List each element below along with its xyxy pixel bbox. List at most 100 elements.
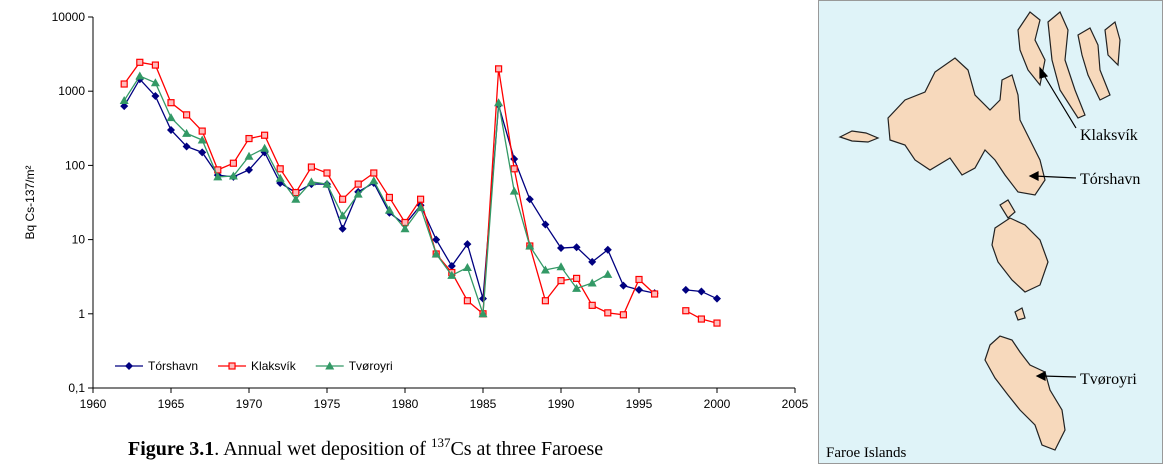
marker bbox=[151, 61, 159, 69]
marker bbox=[213, 172, 223, 181]
marker bbox=[510, 154, 519, 163]
marker bbox=[150, 78, 160, 87]
marker bbox=[325, 361, 335, 370]
map: Klaksvík Tórshavn Tvøroyri Faroe Islands bbox=[818, 0, 1163, 464]
y-tick-label: 100 bbox=[65, 158, 85, 172]
marker bbox=[354, 180, 362, 188]
x-tick-label: 1960 bbox=[80, 397, 107, 411]
marker bbox=[525, 241, 535, 250]
marker bbox=[588, 301, 596, 309]
marker bbox=[619, 311, 628, 319]
series-line bbox=[123, 61, 718, 324]
marker bbox=[307, 163, 315, 171]
x-tick-label: 1985 bbox=[470, 397, 497, 411]
chart: 0,1 1 10 100 1000 10000 1960 1965 1970 1975 1980 19… bbox=[23, 10, 809, 411]
marker bbox=[572, 243, 581, 252]
marker bbox=[244, 151, 254, 160]
marker bbox=[167, 125, 175, 134]
marker bbox=[120, 80, 128, 88]
marker bbox=[183, 111, 191, 119]
y-tick-label: 1 bbox=[78, 307, 85, 321]
y-axis-label: Bq Cs-137/m² bbox=[23, 165, 37, 239]
marker bbox=[588, 257, 597, 266]
caption-label: Figure 3.1 bbox=[128, 438, 214, 460]
x-tick-label: 2000 bbox=[704, 397, 731, 411]
x-tick-label: 2005 bbox=[782, 397, 809, 411]
marker bbox=[323, 169, 331, 177]
caption-superscript: 137 bbox=[431, 435, 451, 450]
marker bbox=[431, 249, 441, 258]
marker bbox=[525, 195, 534, 204]
y-tick-label: 10 bbox=[72, 233, 86, 247]
marker bbox=[400, 224, 410, 233]
marker bbox=[510, 165, 518, 173]
marker bbox=[713, 319, 721, 327]
marker bbox=[572, 274, 581, 282]
map-background bbox=[818, 0, 1163, 464]
x-tick-label: 1995 bbox=[626, 397, 653, 411]
legend-label: Klaksvík bbox=[251, 359, 297, 373]
marker bbox=[306, 177, 316, 186]
map-title: Faroe Islands bbox=[826, 445, 907, 461]
marker bbox=[198, 148, 207, 157]
marker bbox=[151, 92, 160, 101]
caption-text: Cs at three Faroese bbox=[450, 438, 603, 460]
x-tick-label: 1970 bbox=[236, 397, 263, 411]
marker bbox=[322, 179, 332, 188]
marker bbox=[353, 189, 363, 198]
caption: Figure 3.1. Annual wet deposition of 137… bbox=[128, 435, 603, 460]
marker bbox=[245, 134, 253, 143]
marker bbox=[495, 65, 503, 73]
marker bbox=[385, 193, 393, 202]
x-tick-label: 1975 bbox=[314, 397, 341, 411]
marker bbox=[463, 240, 472, 249]
marker bbox=[228, 171, 238, 180]
marker bbox=[682, 307, 690, 315]
marker bbox=[540, 265, 550, 274]
caption-text: . Annual wet deposition of bbox=[214, 438, 431, 460]
marker bbox=[197, 135, 207, 144]
marker bbox=[447, 270, 457, 279]
marker bbox=[635, 275, 643, 284]
y-tick-label: 1000 bbox=[58, 84, 85, 98]
x-tick-label: 1965 bbox=[158, 397, 185, 411]
map-label: Klaksvík bbox=[1080, 127, 1138, 144]
marker bbox=[541, 220, 550, 229]
marker bbox=[276, 165, 284, 173]
marker bbox=[369, 176, 379, 185]
marker bbox=[245, 165, 253, 174]
map-arrows bbox=[1028, 66, 1077, 381]
y-tick-label: 0,1 bbox=[68, 381, 85, 395]
marker bbox=[260, 143, 270, 152]
legend: Tórshavn Klaksvík Tvøroyri bbox=[115, 359, 393, 373]
marker bbox=[229, 159, 237, 167]
marker bbox=[557, 277, 565, 285]
marker bbox=[338, 211, 348, 220]
marker bbox=[292, 188, 300, 197]
marker bbox=[619, 281, 628, 290]
marker bbox=[494, 98, 504, 107]
x-tick-label: 1990 bbox=[548, 397, 575, 411]
marker bbox=[228, 362, 236, 370]
marker bbox=[587, 278, 597, 287]
marker bbox=[432, 235, 441, 244]
y-tick-label: 10000 bbox=[52, 10, 86, 24]
marker bbox=[416, 203, 426, 212]
marker bbox=[125, 362, 133, 370]
marker bbox=[541, 297, 550, 305]
marker bbox=[572, 283, 582, 292]
marker bbox=[635, 285, 643, 294]
marker bbox=[167, 99, 175, 107]
marker bbox=[198, 127, 206, 135]
marker bbox=[370, 169, 378, 177]
marker bbox=[650, 290, 659, 298]
marker bbox=[447, 262, 456, 271]
marker bbox=[275, 173, 285, 182]
series-line bbox=[123, 78, 718, 300]
legend-label: Tvøroyri bbox=[349, 359, 393, 373]
marker bbox=[384, 205, 394, 214]
series-line bbox=[123, 75, 609, 315]
map-label: Tvøroyri bbox=[1080, 371, 1137, 388]
x-tick-label: 1980 bbox=[392, 397, 419, 411]
